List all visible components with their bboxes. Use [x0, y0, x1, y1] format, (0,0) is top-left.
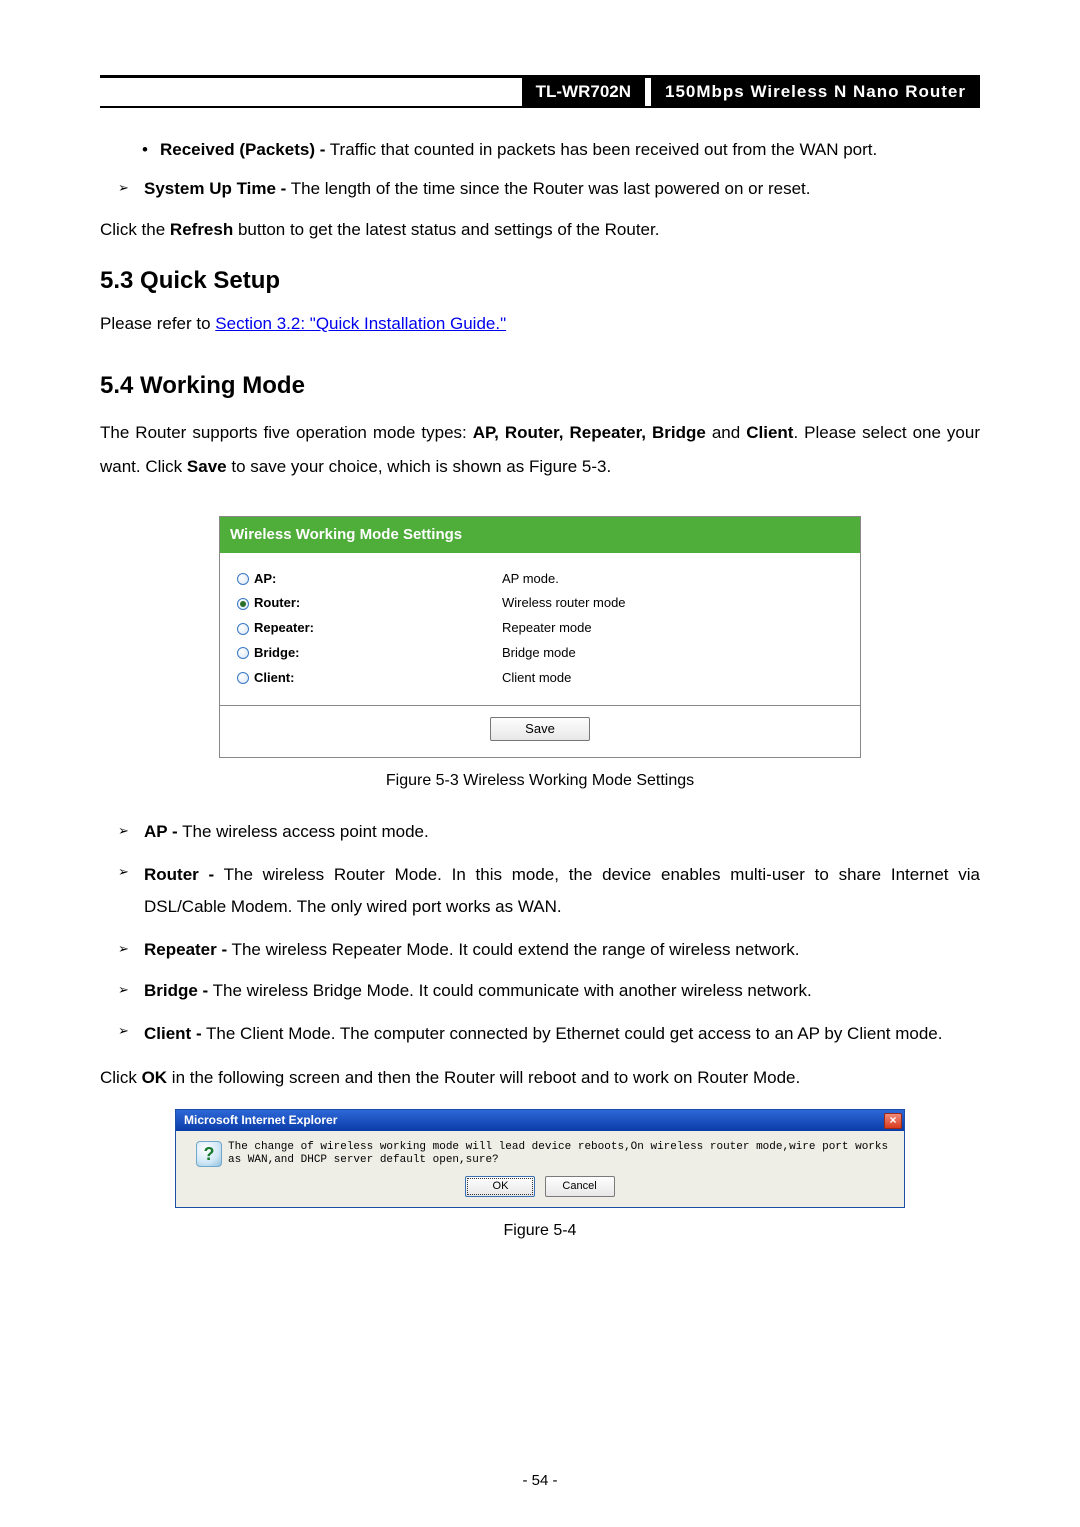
radio-ap[interactable]	[232, 573, 254, 585]
arrow-text: Router - The wireless Router Mode. In th…	[144, 859, 980, 922]
arrow-icon: ➢	[118, 175, 144, 202]
arrow-repeater: ➢ Repeater - The wireless Repeater Mode.…	[118, 936, 980, 963]
close-icon[interactable]: ×	[884, 1113, 902, 1129]
sec53-pre: Please refer to	[100, 314, 215, 333]
received-packets-label: Received (Packets) -	[160, 140, 325, 159]
header-band: TL-WR702N 150Mbps Wireless N Nano Router	[100, 78, 980, 108]
ap-b: AP -	[144, 822, 178, 841]
s54f: Save	[187, 457, 227, 476]
s54b: AP, Router, Repeater, Bridge	[473, 423, 706, 442]
arrow-text: AP - The wireless access point mode.	[144, 818, 429, 845]
wm-label-router: Router:	[254, 593, 502, 614]
s54d: Client	[746, 423, 793, 442]
router-b: Router -	[144, 865, 214, 884]
wm-save-row: Save	[220, 705, 860, 750]
arrow-icon: ➢	[118, 936, 144, 963]
radio-bridge[interactable]	[232, 647, 254, 659]
page-number: - 54 -	[0, 1472, 1080, 1489]
arrow-system-uptime: ➢ System Up Time - The length of the tim…	[118, 175, 980, 202]
s54c: and	[706, 423, 746, 442]
save-button[interactable]: Save	[490, 717, 590, 742]
arrow-text: Repeater - The wireless Repeater Mode. I…	[144, 936, 799, 963]
section-5-3-body: Please refer to Section 3.2: "Quick Inst…	[100, 310, 980, 337]
cancel-button[interactable]: Cancel	[545, 1176, 615, 1198]
arrow-icon: ➢	[118, 859, 144, 922]
arrow-icon: ➢	[118, 818, 144, 845]
dialog-title: Microsoft Internet Explorer	[184, 1111, 884, 1130]
router-t: The wireless Router Mode. In this mode, …	[144, 865, 980, 915]
wm-label-bridge: Bridge:	[254, 643, 502, 664]
bullet-dot-icon: •	[142, 136, 160, 163]
ap-t: The wireless access point mode.	[178, 822, 429, 841]
section-5-4-heading: 5.4 Working Mode	[100, 367, 980, 405]
click-ok-paragraph: Click OK in the following screen and the…	[100, 1064, 980, 1091]
radio-router[interactable]	[232, 598, 254, 610]
repeater-t: The wireless Repeater Mode. It could ext…	[227, 940, 799, 959]
quick-install-link[interactable]: Section 3.2: "Quick Installation Guide."	[215, 314, 506, 333]
refresh-paragraph: Click the Refresh button to get the late…	[100, 216, 980, 243]
radio-repeater[interactable]	[232, 623, 254, 635]
received-packets-text: Traffic that counted in packets has been…	[325, 140, 877, 159]
wm-desc-router: Wireless router mode	[502, 593, 848, 614]
wm-row-router[interactable]: Router: Wireless router mode	[220, 591, 860, 616]
dialog-buttons: OK Cancel	[176, 1172, 904, 1208]
figure-5-3-caption: Figure 5-3 Wireless Working Mode Setting…	[100, 768, 980, 794]
working-mode-title: Wireless Working Mode Settings	[220, 517, 860, 553]
wm-row-bridge[interactable]: Bridge: Bridge mode	[220, 641, 860, 666]
dialog-titlebar: Microsoft Internet Explorer ×	[176, 1110, 904, 1131]
dialog-body: ? The change of wireless working mode wi…	[176, 1131, 904, 1171]
bridge-t: The wireless Bridge Mode. It could commu…	[208, 981, 811, 1000]
arrow-text: Bridge - The wireless Bridge Mode. It co…	[144, 977, 812, 1004]
arrow-client: ➢ Client - The Client Mode. The computer…	[118, 1018, 980, 1049]
question-icon: ?	[190, 1141, 228, 1167]
client-t: The Client Mode. The computer connected …	[202, 1024, 943, 1043]
arrow-icon: ➢	[118, 977, 144, 1004]
arrow-router: ➢ Router - The wireless Router Mode. In …	[118, 859, 980, 922]
repeater-b: Repeater -	[144, 940, 227, 959]
figure-5-4-caption: Figure 5-4	[100, 1218, 980, 1244]
arrow-text: Client - The Client Mode. The computer c…	[144, 1018, 943, 1049]
arrow-text: System Up Time - The length of the time …	[144, 175, 810, 202]
wm-desc-repeater: Repeater mode	[502, 618, 848, 639]
content: • Received (Packets) - Traffic that coun…	[100, 108, 980, 1244]
radio-client[interactable]	[232, 672, 254, 684]
ok-pre: Click	[100, 1068, 142, 1087]
ok-bold: OK	[142, 1068, 168, 1087]
system-uptime-text: The length of the time since the Router …	[286, 179, 810, 198]
wm-row-client[interactable]: Client: Client mode	[220, 666, 860, 691]
arrow-icon: ➢	[118, 1018, 144, 1049]
model-label: TL-WR702N	[522, 78, 645, 106]
ie-dialog: Microsoft Internet Explorer × ? The chan…	[175, 1109, 905, 1208]
arrow-ap: ➢ AP - The wireless access point mode.	[118, 818, 980, 845]
wm-desc-client: Client mode	[502, 668, 848, 689]
working-mode-body: AP: AP mode. Router: Wireless router mod…	[220, 553, 860, 758]
refresh-post: button to get the latest status and sett…	[233, 220, 659, 239]
s54a: The Router supports five operation mode …	[100, 423, 473, 442]
bullet-text: Received (Packets) - Traffic that counte…	[160, 136, 877, 163]
system-uptime-label: System Up Time -	[144, 179, 286, 198]
page: TL-WR702N 150Mbps Wireless N Nano Router…	[0, 0, 1080, 1527]
wm-row-ap[interactable]: AP: AP mode.	[220, 567, 860, 592]
arrow-bridge: ➢ Bridge - The wireless Bridge Mode. It …	[118, 977, 980, 1004]
wm-row-repeater[interactable]: Repeater: Repeater mode	[220, 616, 860, 641]
bullet-received-packets: • Received (Packets) - Traffic that coun…	[142, 136, 980, 163]
s54g: to save your choice, which is shown as F…	[227, 457, 612, 476]
section-5-4-body: The Router supports five operation mode …	[100, 416, 980, 484]
wm-desc-ap: AP mode.	[502, 569, 848, 590]
dialog-message: The change of wireless working mode will…	[228, 1141, 890, 1167]
wm-label-client: Client:	[254, 668, 502, 689]
ok-post: in the following screen and then the Rou…	[167, 1068, 800, 1087]
bridge-b: Bridge -	[144, 981, 208, 1000]
product-desc: 150Mbps Wireless N Nano Router	[651, 78, 980, 106]
section-5-3-heading: 5.3 Quick Setup	[100, 262, 980, 300]
ok-button[interactable]: OK	[465, 1176, 535, 1198]
wm-desc-bridge: Bridge mode	[502, 643, 848, 664]
wm-label-repeater: Repeater:	[254, 618, 502, 639]
refresh-bold: Refresh	[170, 220, 233, 239]
refresh-pre: Click the	[100, 220, 170, 239]
client-b: Client -	[144, 1024, 202, 1043]
wm-label-ap: AP:	[254, 569, 502, 590]
working-mode-panel: Wireless Working Mode Settings AP: AP mo…	[219, 516, 861, 759]
